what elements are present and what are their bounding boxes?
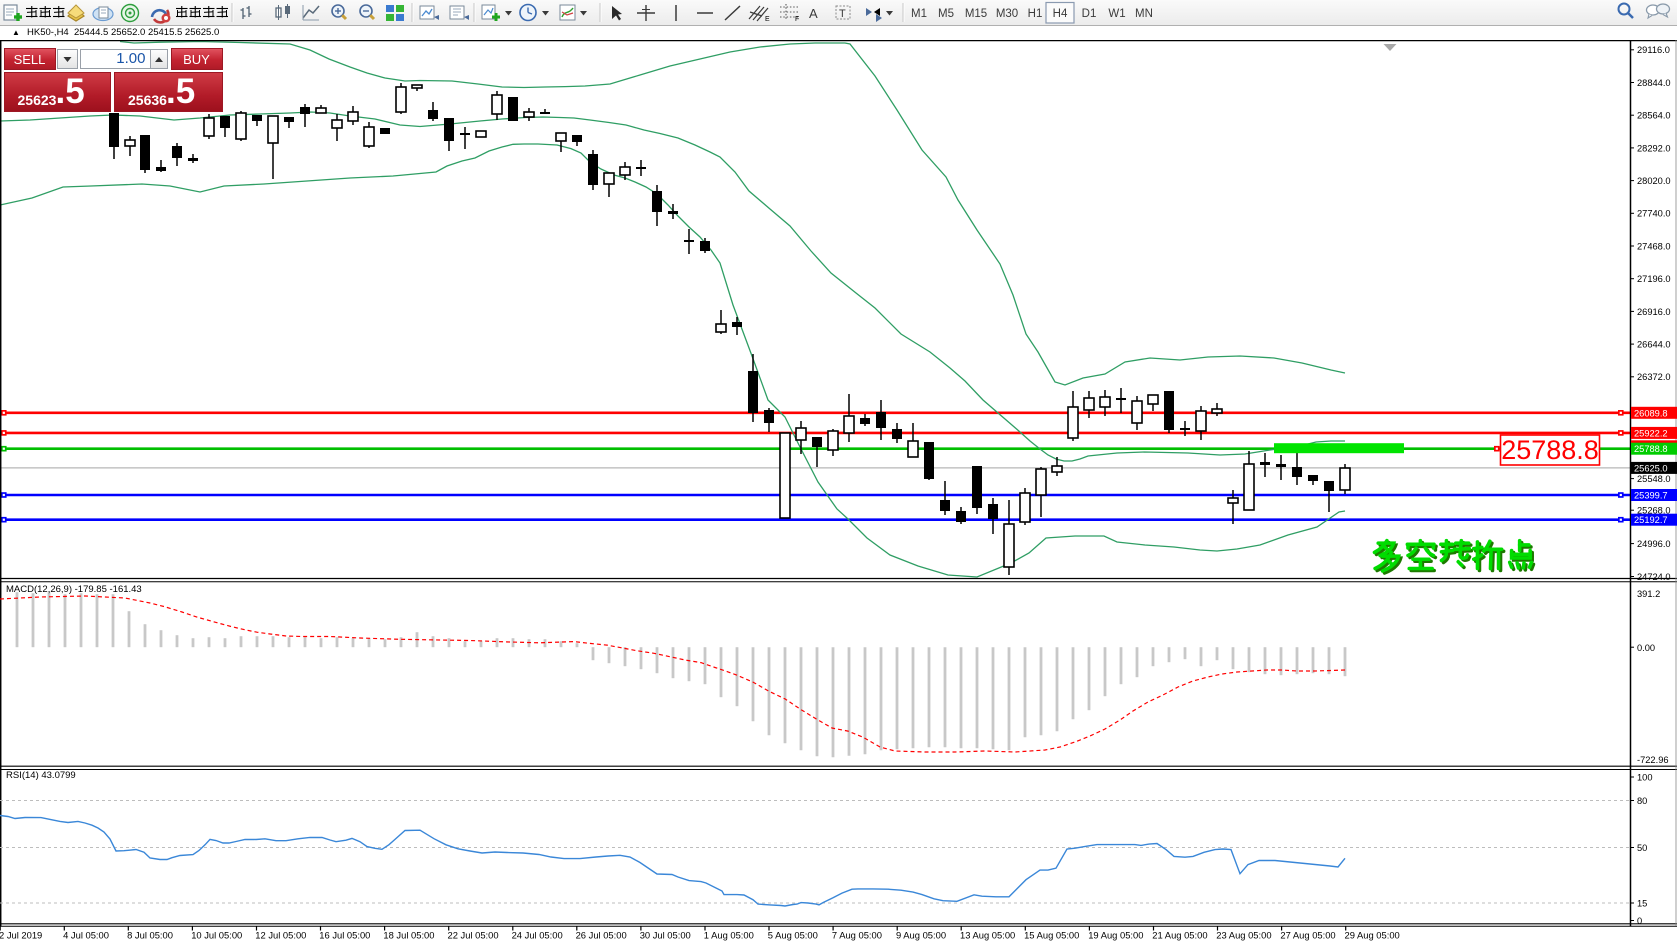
svg-text:27468.0: 27468.0 bbox=[1637, 241, 1671, 251]
svg-text:MN: MN bbox=[1135, 8, 1153, 20]
svg-text:25922.2: 25922.2 bbox=[1634, 428, 1668, 438]
svg-text:26089.8: 26089.8 bbox=[1634, 408, 1668, 418]
svg-text:15: 15 bbox=[1637, 898, 1647, 908]
svg-text:29 Aug 05:00: 29 Aug 05:00 bbox=[1345, 930, 1400, 941]
svg-text:16 Jul 05:00: 16 Jul 05:00 bbox=[319, 930, 370, 941]
svg-text:0.00: 0.00 bbox=[1637, 643, 1655, 653]
svg-text:H1: H1 bbox=[1028, 8, 1043, 20]
svg-text:30 Jul 05:00: 30 Jul 05:00 bbox=[640, 930, 691, 941]
svg-text:9 Aug 05:00: 9 Aug 05:00 bbox=[896, 930, 946, 941]
svg-text:25399.7: 25399.7 bbox=[1634, 491, 1668, 501]
svg-text:25788.8: 25788.8 bbox=[1634, 444, 1668, 454]
svg-text:23 Aug 05:00: 23 Aug 05:00 bbox=[1216, 930, 1271, 941]
svg-text:24996.0: 24996.0 bbox=[1637, 539, 1671, 549]
svg-text:24724.0: 24724.0 bbox=[1637, 572, 1671, 582]
svg-text:391.2: 391.2 bbox=[1637, 589, 1660, 599]
svg-text:27 Aug 05:00: 27 Aug 05:00 bbox=[1280, 930, 1335, 941]
svg-text:F: F bbox=[795, 16, 799, 23]
svg-text:T: T bbox=[839, 8, 846, 20]
svg-text:2 Jul 2019: 2 Jul 2019 bbox=[0, 930, 42, 941]
svg-text:26916.0: 26916.0 bbox=[1637, 307, 1671, 317]
svg-text:100: 100 bbox=[1637, 772, 1653, 782]
svg-text:H4: H4 bbox=[1053, 8, 1068, 20]
svg-text:27196.0: 27196.0 bbox=[1637, 274, 1671, 284]
svg-text:26 Jul 05:00: 26 Jul 05:00 bbox=[576, 930, 627, 941]
svg-text:E: E bbox=[765, 16, 770, 23]
svg-text:M30: M30 bbox=[996, 8, 1018, 20]
svg-text:27740.0: 27740.0 bbox=[1637, 209, 1671, 219]
svg-text:D1: D1 bbox=[1082, 8, 1097, 20]
svg-text:18 Jul 05:00: 18 Jul 05:00 bbox=[383, 930, 434, 941]
svg-text:80: 80 bbox=[1637, 796, 1647, 806]
svg-text:28564.0: 28564.0 bbox=[1637, 111, 1671, 121]
svg-text:21 Aug 05:00: 21 Aug 05:00 bbox=[1152, 930, 1207, 941]
svg-text:25268.0: 25268.0 bbox=[1637, 506, 1671, 516]
svg-text:RSI(14) 43.0799: RSI(14) 43.0799 bbox=[6, 770, 76, 781]
svg-text:8 Jul 05:00: 8 Jul 05:00 bbox=[127, 930, 173, 941]
svg-text:M1: M1 bbox=[911, 8, 927, 20]
svg-text:13 Aug 05:00: 13 Aug 05:00 bbox=[960, 930, 1015, 941]
svg-text:4 Jul 05:00: 4 Jul 05:00 bbox=[63, 930, 109, 941]
svg-text:28292.0: 28292.0 bbox=[1637, 143, 1671, 153]
svg-text:28844.0: 28844.0 bbox=[1637, 78, 1671, 88]
svg-text:15 Aug 05:00: 15 Aug 05:00 bbox=[1024, 930, 1079, 941]
svg-text:25625.0: 25625.0 bbox=[1634, 463, 1668, 473]
svg-text:MACD(12,26,9) -179.85 -161.43: MACD(12,26,9) -179.85 -161.43 bbox=[6, 584, 142, 595]
svg-text:10 Jul 05:00: 10 Jul 05:00 bbox=[191, 930, 242, 941]
svg-text:29116.0: 29116.0 bbox=[1637, 45, 1670, 55]
svg-text:19 Aug 05:00: 19 Aug 05:00 bbox=[1088, 930, 1143, 941]
svg-text:A: A bbox=[809, 6, 818, 21]
svg-text:26644.0: 26644.0 bbox=[1637, 340, 1671, 350]
svg-text:25192.7: 25192.7 bbox=[1634, 515, 1668, 525]
svg-text:M5: M5 bbox=[938, 8, 954, 20]
svg-text:W1: W1 bbox=[1108, 8, 1125, 20]
svg-text:50: 50 bbox=[1637, 843, 1647, 853]
svg-text:M15: M15 bbox=[965, 8, 987, 20]
svg-text:0: 0 bbox=[1637, 916, 1642, 926]
svg-text:7 Aug 05:00: 7 Aug 05:00 bbox=[832, 930, 882, 941]
svg-text:12 Jul 05:00: 12 Jul 05:00 bbox=[255, 930, 306, 941]
svg-text:22 Jul 05:00: 22 Jul 05:00 bbox=[448, 930, 499, 941]
svg-text:25788.8: 25788.8 bbox=[1501, 435, 1599, 465]
svg-text:-722.96: -722.96 bbox=[1637, 755, 1669, 765]
svg-text:1 Aug 05:00: 1 Aug 05:00 bbox=[704, 930, 754, 941]
svg-text:24 Jul 05:00: 24 Jul 05:00 bbox=[512, 930, 563, 941]
svg-text:25548.0: 25548.0 bbox=[1637, 474, 1671, 484]
svg-text:26372.0: 26372.0 bbox=[1637, 372, 1671, 382]
svg-text:28020.0: 28020.0 bbox=[1637, 176, 1671, 186]
svg-text:5 Aug 05:00: 5 Aug 05:00 bbox=[768, 930, 818, 941]
